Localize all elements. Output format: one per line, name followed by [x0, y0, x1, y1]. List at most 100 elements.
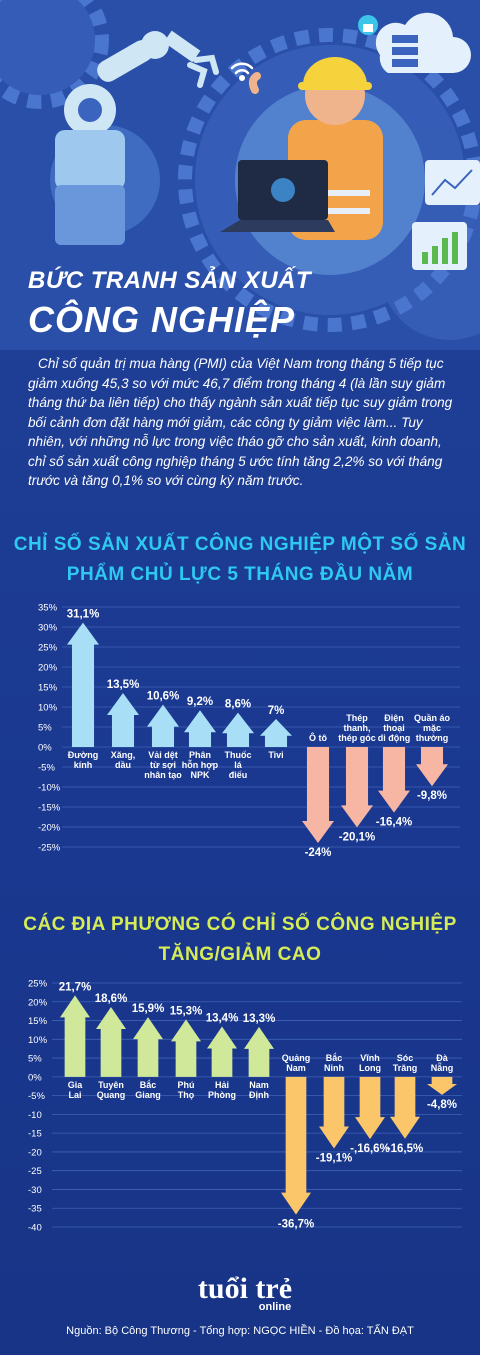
- bar-arrow: [147, 705, 179, 747]
- category-label: Điện: [384, 713, 404, 723]
- value-label: 13,4%: [206, 1013, 239, 1025]
- y-tick-label: 5%: [38, 723, 52, 734]
- value-label: -16,5%: [387, 1143, 423, 1155]
- bar-arrow: [416, 747, 448, 786]
- category-label: Nẵng: [431, 1062, 454, 1073]
- category-label: thoại: [383, 723, 405, 733]
- value-label: 7%: [268, 705, 285, 717]
- category-label: từ sợi: [150, 760, 176, 770]
- value-label: 31,1%: [67, 609, 100, 621]
- bar-arrow: [171, 1019, 201, 1076]
- category-label: Đường: [68, 750, 98, 760]
- value-label: 18,6%: [95, 993, 128, 1005]
- category-label: Long: [359, 1063, 381, 1073]
- bar-arrow: [260, 719, 292, 747]
- bar-arrow: [207, 1027, 237, 1077]
- chart2-title: CÁC ĐỊA PHƯƠNG CÓ CHỈ SỐ CÔNG NGHIỆP TĂN…: [0, 910, 480, 970]
- value-label: 15,3%: [170, 1005, 203, 1017]
- chart1-products: 35% 30% 25% 20% 15% 10% 5% 0% -5% -10% -15% -20% -25…: [0, 595, 480, 865]
- title-line-2: CÔNG NGHIỆP: [28, 298, 388, 342]
- value-label: 10,6%: [147, 691, 180, 703]
- y-tick-label: -15: [28, 1129, 42, 1140]
- y-tick-label: -40: [28, 1223, 42, 1234]
- bar-arrow: [302, 747, 334, 843]
- y-tick-label: 25%: [28, 979, 48, 990]
- bar-arrow: [390, 1077, 420, 1139]
- logo-sub-text: online: [259, 1301, 291, 1313]
- category-label: Phân: [189, 750, 211, 760]
- category-label: Thọ: [178, 1090, 195, 1100]
- value-label: -4,8%: [427, 1099, 457, 1111]
- category-label: Phú: [178, 1080, 195, 1090]
- category-label: Vĩnh: [360, 1053, 380, 1063]
- category-label: mặc: [423, 723, 441, 733]
- category-label: Lai: [68, 1090, 81, 1100]
- bar-arrow: [67, 623, 99, 747]
- category-label: Ninh: [324, 1063, 344, 1073]
- y-tick-label: 25%: [38, 643, 58, 654]
- category-label: Ô tô: [309, 732, 327, 743]
- category-label: Phòng: [208, 1090, 236, 1100]
- y-tick-label: -5%: [38, 763, 55, 774]
- category-label: di động: [378, 733, 411, 743]
- category-label: Nam: [249, 1080, 269, 1090]
- value-label: 13,5%: [107, 679, 140, 691]
- y-tick-label: 10%: [38, 703, 58, 714]
- footer-credits: Nguồn: Bộ Công Thương - Tổng hợp: NGỌC H…: [0, 1323, 480, 1339]
- value-label: -,16,6%: [350, 1143, 390, 1155]
- y-tick-label: 15%: [28, 1016, 48, 1027]
- y-tick-label: -10%: [38, 783, 61, 794]
- value-label: -16,4%: [376, 817, 412, 829]
- category-label: kính: [74, 760, 93, 770]
- value-label: -9,8%: [417, 790, 447, 802]
- tuoi-tre-logo: tuổi trẻ online: [180, 1270, 310, 1314]
- y-tick-label: 30%: [38, 623, 58, 634]
- y-tick-label: -25%: [38, 843, 61, 854]
- category-label: Quảng: [282, 1053, 311, 1063]
- value-label: 13,3%: [243, 1013, 276, 1025]
- category-label: lá: [234, 760, 243, 770]
- category-label: NPK: [190, 770, 210, 780]
- bar-arrow: [427, 1077, 457, 1095]
- category-label: Vải dệt: [148, 750, 178, 760]
- bar-chart-board-icon: [412, 222, 467, 270]
- category-label: Tuyên: [98, 1080, 124, 1090]
- category-label: Tivi: [268, 750, 283, 760]
- value-label: -20,1%: [339, 831, 375, 843]
- y-tick-label: 5%: [28, 1054, 42, 1065]
- y-tick-label: 20%: [38, 663, 58, 674]
- y-tick-label: 20%: [28, 997, 48, 1008]
- bar-arrow: [281, 1077, 311, 1215]
- value-label: 8,6%: [225, 699, 251, 711]
- category-label: Thuốc: [225, 750, 252, 760]
- category-label: nhân tạo: [144, 770, 182, 780]
- line-chart-board-icon: [425, 160, 480, 205]
- value-label: 9,2%: [187, 696, 213, 708]
- y-tick-label: 10%: [28, 1035, 48, 1046]
- bar-arrow: [133, 1017, 163, 1077]
- category-label: hỗn hợp: [182, 760, 219, 770]
- bar-arrow: [222, 713, 254, 747]
- chart1-title: CHỈ SỐ SẢN XUẤT CÔNG NGHIỆP MỘT SỐ SẢN P…: [0, 530, 480, 590]
- y-tick-label: 15%: [38, 683, 58, 694]
- bar-arrow: [355, 1077, 385, 1139]
- bar-arrow: [107, 693, 139, 747]
- chart2-localities: 25% 20% 15% 10% 5% 0% -5% -10 -15 -20 -25 -30 -35 -40…: [0, 975, 480, 1240]
- category-label: Quang: [97, 1090, 126, 1100]
- value-label: 15,9%: [132, 1003, 165, 1015]
- category-label: Xăng,: [111, 750, 136, 760]
- category-label: Thép: [346, 713, 368, 723]
- y-tick-label: -25: [28, 1166, 42, 1177]
- category-label: thường: [416, 733, 448, 743]
- category-label: Sóc: [397, 1053, 414, 1063]
- y-tick-label: 0%: [28, 1072, 42, 1083]
- category-label: Đà: [436, 1053, 448, 1063]
- y-tick-label: 0%: [38, 743, 52, 754]
- y-tick-label: -20%: [38, 823, 61, 834]
- bar-arrow: [378, 747, 410, 813]
- y-tick-label: -10: [28, 1110, 42, 1121]
- category-label: Trăng: [393, 1063, 418, 1073]
- title-line-1: BỨC TRANH SẢN XUẤT: [28, 266, 358, 296]
- value-label: -19,1%: [316, 1153, 352, 1165]
- category-label: điếu: [229, 770, 248, 780]
